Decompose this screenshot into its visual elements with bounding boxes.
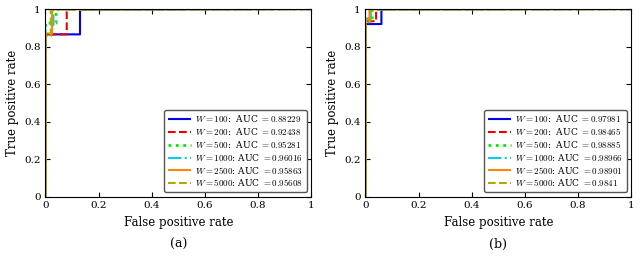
$W = 200$:  AUC $= 0.98465$: (0, 0): AUC $= 0.98465$: (0, 0) bbox=[362, 195, 369, 198]
$W = 500$:  AUC $= 0.98885$: (0, 0): AUC $= 0.98885$: (0, 0) bbox=[362, 195, 369, 198]
$W = 200$:  AUC $= 0.92438$: (0, 0.865): AUC $= 0.92438$: (0, 0.865) bbox=[42, 33, 49, 36]
$W = 1000$: AUC $= 0.98966$: (0.02, 0.999): AUC $= 0.98966$: (0.02, 0.999) bbox=[367, 8, 374, 11]
$W = 5000$: AUC $= 0.9841$: (0, 0.93): AUC $= 0.9841$: (0, 0.93) bbox=[362, 21, 369, 24]
$W = 500$:  AUC $= 0.98885$: (0.025, 0.945): AUC $= 0.98885$: (0.025, 0.945) bbox=[368, 18, 376, 21]
$W = 1000$: AUC $= 0.96016$: (0.03, 0.999): AUC $= 0.96016$: (0.03, 0.999) bbox=[50, 8, 58, 11]
Y-axis label: True positive rate: True positive rate bbox=[6, 50, 19, 156]
$W = 100$:  AUC $= 0.88229$: (0.13, 0.865): AUC $= 0.88229$: (0.13, 0.865) bbox=[76, 33, 84, 36]
$W = 2500$: AUC $= 0.98901$: (0, 0): AUC $= 0.98901$: (0, 0) bbox=[362, 195, 369, 198]
$W = 5000$: AUC $= 0.9841$: (1, 1): AUC $= 0.9841$: (1, 1) bbox=[627, 8, 635, 11]
$W = 2500$: AUC $= 0.98901$: (0.015, 0.945): AUC $= 0.98901$: (0.015, 0.945) bbox=[365, 18, 373, 21]
Line: $W = 200$:  AUC $= 0.98465$: $W = 200$: AUC $= 0.98465$ bbox=[365, 9, 631, 197]
$W = 2500$: AUC $= 0.95863$: (1, 1): AUC $= 0.95863$: (1, 1) bbox=[307, 8, 315, 11]
$W = 100$:  AUC $= 0.88229$: (1, 1): AUC $= 0.88229$: (1, 1) bbox=[307, 8, 315, 11]
$W = 100$:  AUC $= 0.88229$: (0.13, 0.998): AUC $= 0.88229$: (0.13, 0.998) bbox=[76, 8, 84, 11]
$W = 500$:  AUC $= 0.95281$: (0.04, 0.925): AUC $= 0.95281$: (0.04, 0.925) bbox=[52, 21, 60, 25]
Line: $W = 200$:  AUC $= 0.92438$: $W = 200$: AUC $= 0.92438$ bbox=[45, 9, 311, 197]
Y-axis label: True positive rate: True positive rate bbox=[326, 50, 339, 156]
$W = 1000$: AUC $= 0.98966$: (0, 0): AUC $= 0.98966$: (0, 0) bbox=[362, 195, 369, 198]
$W = 5000$: AUC $= 0.95608$: (0.02, 0.999): AUC $= 0.95608$: (0.02, 0.999) bbox=[47, 8, 54, 11]
$W = 2500$: AUC $= 0.95863$: (0, 0): AUC $= 0.95863$: (0, 0) bbox=[42, 195, 49, 198]
Line: $W = 100$:  AUC $= 0.88229$: $W = 100$: AUC $= 0.88229$ bbox=[45, 9, 311, 197]
$W = 1000$: AUC $= 0.96016$: (0.03, 0.915): AUC $= 0.96016$: (0.03, 0.915) bbox=[50, 24, 58, 27]
$W = 500$:  AUC $= 0.98885$: (0, 0.945): AUC $= 0.98885$: (0, 0.945) bbox=[362, 18, 369, 21]
$W = 5000$: AUC $= 0.95608$: (0, 0.855): AUC $= 0.95608$: (0, 0.855) bbox=[42, 35, 49, 38]
$W = 1000$: AUC $= 0.96016$: (1, 1): AUC $= 0.96016$: (1, 1) bbox=[307, 8, 315, 11]
$W = 100$:  AUC $= 0.88229$: (0, 0): AUC $= 0.88229$: (0, 0) bbox=[42, 195, 49, 198]
$W = 200$:  AUC $= 0.92438$: (0.08, 0.865): AUC $= 0.92438$: (0.08, 0.865) bbox=[63, 33, 70, 36]
X-axis label: False positive rate: False positive rate bbox=[444, 216, 553, 229]
Text: (b): (b) bbox=[490, 238, 508, 251]
$W = 500$:  AUC $= 0.95281$: (0, 0): AUC $= 0.95281$: (0, 0) bbox=[42, 195, 49, 198]
$W = 1000$: AUC $= 0.98966$: (1, 1): AUC $= 0.98966$: (1, 1) bbox=[627, 8, 635, 11]
$W = 100$:  AUC $= 0.88229$: (0, 0.865): AUC $= 0.88229$: (0, 0.865) bbox=[42, 33, 49, 36]
Line: $W = 5000$: AUC $= 0.95608$: $W = 5000$: AUC $= 0.95608$ bbox=[45, 9, 311, 197]
$W = 5000$: AUC $= 0.95608$: (0, 0): AUC $= 0.95608$: (0, 0) bbox=[42, 195, 49, 198]
X-axis label: False positive rate: False positive rate bbox=[124, 216, 233, 229]
$W = 500$:  AUC $= 0.95281$: (1, 1): AUC $= 0.95281$: (1, 1) bbox=[307, 8, 315, 11]
$W = 2500$: AUC $= 0.98901$: (0.015, 0.999): AUC $= 0.98901$: (0.015, 0.999) bbox=[365, 8, 373, 11]
$W = 200$:  AUC $= 0.92438$: (1, 1): AUC $= 0.92438$: (1, 1) bbox=[307, 8, 315, 11]
$W = 100$:  AUC $= 0.97981$: (0, 0): AUC $= 0.97981$: (0, 0) bbox=[362, 195, 369, 198]
Line: $W = 500$:  AUC $= 0.95281$: $W = 500$: AUC $= 0.95281$ bbox=[45, 9, 311, 197]
$W = 200$:  AUC $= 0.98465$: (0.04, 0.935): AUC $= 0.98465$: (0.04, 0.935) bbox=[372, 20, 380, 23]
$W = 100$:  AUC $= 0.97981$: (1, 1): AUC $= 0.97981$: (1, 1) bbox=[627, 8, 635, 11]
$W = 200$:  AUC $= 0.98465$: (1, 1): AUC $= 0.98465$: (1, 1) bbox=[627, 8, 635, 11]
$W = 1000$: AUC $= 0.96016$: (0, 0): AUC $= 0.96016$: (0, 0) bbox=[42, 195, 49, 198]
$W = 5000$: AUC $= 0.9841$: (0.018, 0.999): AUC $= 0.9841$: (0.018, 0.999) bbox=[367, 8, 374, 11]
$W = 1000$: AUC $= 0.96016$: (0, 0.915): AUC $= 0.96016$: (0, 0.915) bbox=[42, 24, 49, 27]
$W = 2500$: AUC $= 0.98901$: (1, 1): AUC $= 0.98901$: (1, 1) bbox=[627, 8, 635, 11]
$W = 500$:  AUC $= 0.95281$: (0, 0.925): AUC $= 0.95281$: (0, 0.925) bbox=[42, 21, 49, 25]
$W = 5000$: AUC $= 0.9841$: (0.018, 0.93): AUC $= 0.9841$: (0.018, 0.93) bbox=[367, 21, 374, 24]
$W = 100$:  AUC $= 0.97981$: (0.06, 0.999): AUC $= 0.97981$: (0.06, 0.999) bbox=[378, 8, 385, 11]
$W = 200$:  AUC $= 0.98465$: (0, 0.935): AUC $= 0.98465$: (0, 0.935) bbox=[362, 20, 369, 23]
$W = 2500$: AUC $= 0.95863$: (0, 0.87): AUC $= 0.95863$: (0, 0.87) bbox=[42, 32, 49, 35]
Line: $W = 100$:  AUC $= 0.97981$: $W = 100$: AUC $= 0.97981$ bbox=[365, 9, 631, 197]
Line: $W = 500$:  AUC $= 0.98885$: $W = 500$: AUC $= 0.98885$ bbox=[365, 9, 631, 197]
$W = 5000$: AUC $= 0.9841$: (0, 0): AUC $= 0.9841$: (0, 0) bbox=[362, 195, 369, 198]
$W = 100$:  AUC $= 0.97981$: (0, 0.92): AUC $= 0.97981$: (0, 0.92) bbox=[362, 23, 369, 26]
Line: $W = 1000$: AUC $= 0.98966$: $W = 1000$: AUC $= 0.98966$ bbox=[365, 9, 631, 197]
$W = 5000$: AUC $= 0.95608$: (1, 1): AUC $= 0.95608$: (1, 1) bbox=[307, 8, 315, 11]
$W = 500$:  AUC $= 0.98885$: (1, 1): AUC $= 0.98885$: (1, 1) bbox=[627, 8, 635, 11]
$W = 2500$: AUC $= 0.95863$: (0.025, 0.999): AUC $= 0.95863$: (0.025, 0.999) bbox=[48, 8, 56, 11]
Line: $W = 2500$: AUC $= 0.95863$: $W = 2500$: AUC $= 0.95863$ bbox=[45, 9, 311, 197]
$W = 2500$: AUC $= 0.98901$: (0, 0.945): AUC $= 0.98901$: (0, 0.945) bbox=[362, 18, 369, 21]
$W = 500$:  AUC $= 0.98885$: (0.025, 0.999): AUC $= 0.98885$: (0.025, 0.999) bbox=[368, 8, 376, 11]
Text: (a): (a) bbox=[170, 238, 187, 251]
$W = 200$:  AUC $= 0.92438$: (0, 0): AUC $= 0.92438$: (0, 0) bbox=[42, 195, 49, 198]
$W = 200$:  AUC $= 0.98465$: (0.04, 0.999): AUC $= 0.98465$: (0.04, 0.999) bbox=[372, 8, 380, 11]
$W = 1000$: AUC $= 0.98966$: (0.02, 0.95): AUC $= 0.98966$: (0.02, 0.95) bbox=[367, 17, 374, 20]
Line: $W = 2500$: AUC $= 0.98901$: $W = 2500$: AUC $= 0.98901$ bbox=[365, 9, 631, 197]
$W = 2500$: AUC $= 0.95863$: (0.025, 0.87): AUC $= 0.95863$: (0.025, 0.87) bbox=[48, 32, 56, 35]
$W = 5000$: AUC $= 0.95608$: (0.02, 0.855): AUC $= 0.95608$: (0.02, 0.855) bbox=[47, 35, 54, 38]
$W = 100$:  AUC $= 0.97981$: (0.06, 0.92): AUC $= 0.97981$: (0.06, 0.92) bbox=[378, 23, 385, 26]
Line: $W = 5000$: AUC $= 0.9841$: $W = 5000$: AUC $= 0.9841$ bbox=[365, 9, 631, 197]
$W = 200$:  AUC $= 0.92438$: (0.08, 0.998): AUC $= 0.92438$: (0.08, 0.998) bbox=[63, 8, 70, 11]
Legend: $W = 100$:  AUC $= 0.97981$, $W = 200$:  AUC $= 0.98465$, $W = 500$:  AUC $= 0.9: $W = 100$: AUC $= 0.97981$, $W = 200$: A… bbox=[484, 110, 627, 192]
Legend: $W = 100$:  AUC $= 0.88229$, $W = 200$:  AUC $= 0.92438$, $W = 500$:  AUC $= 0.9: $W = 100$: AUC $= 0.88229$, $W = 200$: A… bbox=[164, 110, 307, 192]
$W = 500$:  AUC $= 0.95281$: (0.04, 0.999): AUC $= 0.95281$: (0.04, 0.999) bbox=[52, 8, 60, 11]
$W = 1000$: AUC $= 0.98966$: (0, 0.95): AUC $= 0.98966$: (0, 0.95) bbox=[362, 17, 369, 20]
Line: $W = 1000$: AUC $= 0.96016$: $W = 1000$: AUC $= 0.96016$ bbox=[45, 9, 311, 197]
